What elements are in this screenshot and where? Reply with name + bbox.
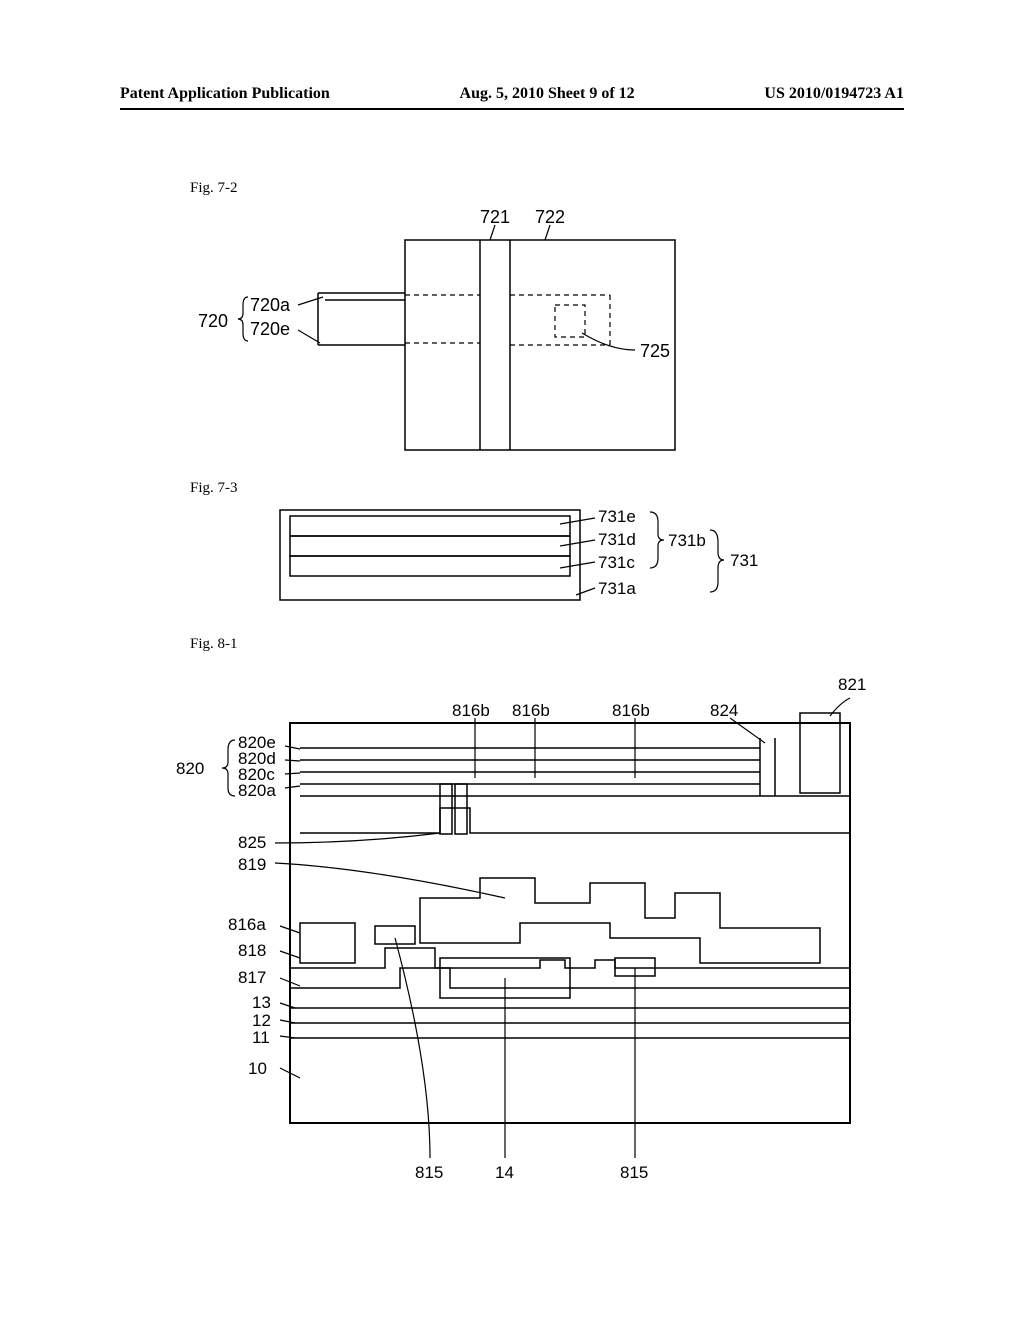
ref-816a: 816a [228, 915, 266, 934]
header-center: Aug. 5, 2010 Sheet 9 of 12 [460, 85, 635, 103]
ref-819: 819 [238, 855, 266, 874]
ref-816b-2: 816b [512, 701, 550, 720]
ref-10: 10 [248, 1059, 267, 1078]
fig-8-1-label: Fig. 8-1 [190, 636, 238, 653]
ref-815-1: 815 [415, 1163, 443, 1182]
ref-720: 720 [198, 311, 228, 331]
ref-731b: 731b [668, 531, 706, 550]
ref-820: 820 [176, 759, 204, 778]
ref-816b-1: 816b [452, 701, 490, 720]
ref-721: 721 [480, 207, 510, 227]
fig-8-1-diagram: 820 820e 820d 820c 820a 825 819 816a 818… [140, 668, 900, 1188]
ref-815-2: 815 [620, 1163, 648, 1182]
ref-824: 824 [710, 701, 738, 720]
ref-14: 14 [495, 1163, 514, 1182]
ref-725: 725 [640, 341, 670, 361]
ref-816b-3: 816b [612, 701, 650, 720]
ref-820a: 820a [238, 781, 276, 800]
ref-731a: 731a [598, 579, 636, 598]
fig-7-2-diagram: 721 722 725 720 720a 720e [190, 205, 710, 465]
header-rule [120, 108, 904, 110]
ref-731: 731 [730, 551, 758, 570]
ref-825: 825 [238, 833, 266, 852]
fig-7-3-diagram: 731e 731d 731c 731a 731b 731 [250, 500, 810, 620]
ref-818: 818 [238, 941, 266, 960]
ref-13: 13 [252, 993, 271, 1012]
ref-720a: 720a [250, 295, 291, 315]
ref-817: 817 [238, 968, 266, 987]
ref-722: 722 [535, 207, 565, 227]
ref-731e: 731e [598, 507, 636, 526]
ref-731c: 731c [598, 553, 635, 572]
ref-720e: 720e [250, 319, 290, 339]
ref-821: 821 [838, 675, 866, 694]
header-right: US 2010/0194723 A1 [764, 85, 904, 103]
header-left: Patent Application Publication [120, 85, 330, 103]
fig-7-2-label: Fig. 7-2 [190, 180, 238, 197]
ref-11: 11 [252, 1028, 270, 1047]
ref-731d: 731d [598, 530, 636, 549]
fig-7-3-label: Fig. 7-3 [190, 480, 238, 497]
page-header: Patent Application Publication Aug. 5, 2… [0, 85, 1024, 103]
